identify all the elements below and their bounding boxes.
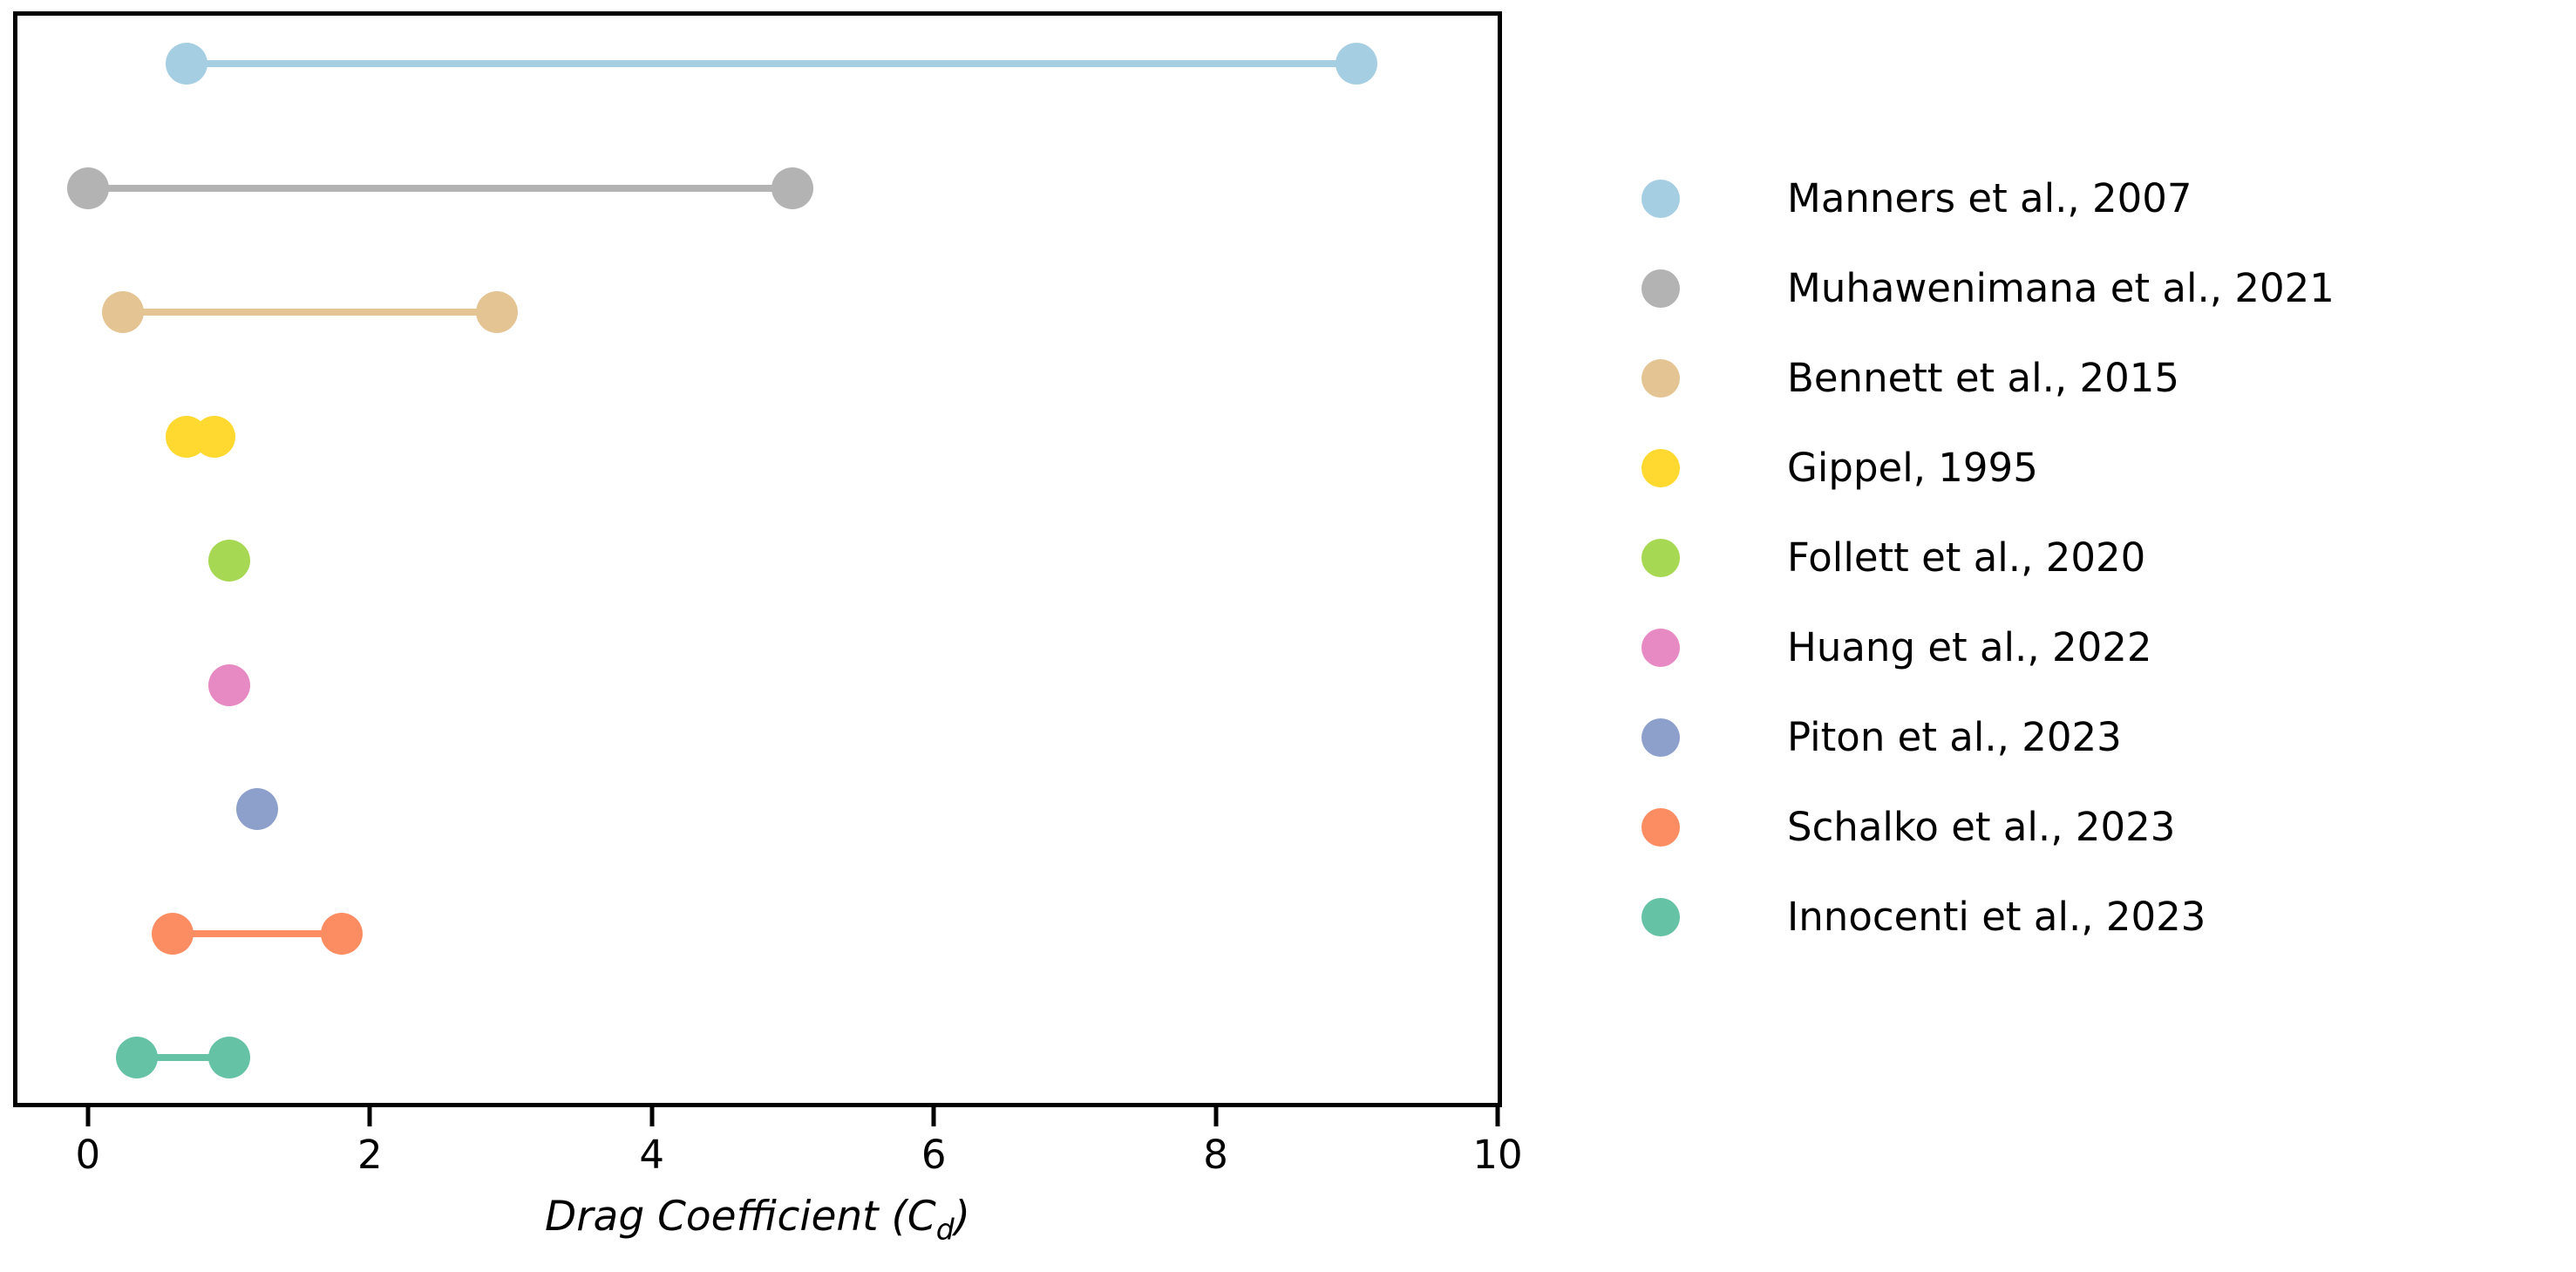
legend-marker-dot <box>1641 179 1680 218</box>
legend-marker-dot <box>1641 448 1680 487</box>
legend-item: Follett et al., 2020 <box>1641 513 2335 602</box>
legend-item: Bennett et al., 2015 <box>1641 333 2335 423</box>
x-tick-mark <box>1495 1107 1500 1126</box>
x-tick-label: 2 <box>357 1132 383 1178</box>
x-tick-mark <box>649 1107 655 1126</box>
x-tick-label: 8 <box>1203 1132 1228 1178</box>
data-point <box>475 291 518 333</box>
legend-label: Schalko et al., 2023 <box>1787 804 2176 850</box>
legend-label: Gippel, 1995 <box>1787 445 2038 491</box>
x-axis: 0 2 4 6 8 10 <box>17 1107 1523 1247</box>
dumbbell-line <box>87 184 793 192</box>
data-point <box>771 167 814 209</box>
legend-label: Piton et al., 2023 <box>1787 714 2122 760</box>
x-tick-mark <box>85 1107 91 1126</box>
legend-label: Follett et al., 2020 <box>1787 534 2146 581</box>
legend-item: Schalko et al., 2023 <box>1641 782 2335 872</box>
legend-marker-dot <box>1641 718 1680 757</box>
data-point <box>207 540 250 582</box>
x-axis-label-suffix: ) <box>954 1193 970 1241</box>
legend-item: Piton et al., 2023 <box>1641 692 2335 782</box>
data-point <box>207 1037 250 1078</box>
legend-marker-dot <box>1641 897 1680 936</box>
x-axis-label-text: Drag Coefficient (C <box>545 1193 936 1241</box>
legend-label: Innocenti et al., 2023 <box>1787 894 2206 940</box>
data-point <box>166 43 208 85</box>
x-tick-label: 4 <box>639 1132 665 1178</box>
x-axis-label-subscript: d <box>935 1212 955 1247</box>
legend-label: Manners et al., 2007 <box>1787 175 2192 221</box>
legend: Manners et al., 2007 Muhawenimana et al.,… <box>1641 153 2335 962</box>
x-tick-mark <box>367 1107 372 1126</box>
x-tick-mark <box>1213 1107 1219 1126</box>
dumbbell-line <box>172 929 342 937</box>
legend-marker-dot <box>1641 807 1680 847</box>
dumbbell-line <box>123 309 497 316</box>
x-tick-label: 0 <box>75 1132 101 1178</box>
dumbbell-line <box>187 60 1357 67</box>
dumbbell-layer <box>17 16 1498 1103</box>
plot-area <box>13 11 1502 1107</box>
data-point <box>320 912 363 955</box>
data-point <box>207 663 250 706</box>
data-point <box>102 291 145 333</box>
legend-label: Muhawenimana et al., 2021 <box>1787 265 2335 311</box>
legend-item: Manners et al., 2007 <box>1641 153 2335 243</box>
legend-item: Innocenti et al., 2023 <box>1641 872 2335 962</box>
dumbbell-line <box>137 1054 229 1061</box>
legend-marker-dot <box>1641 628 1680 667</box>
legend-marker-dot <box>1641 269 1680 308</box>
legend-marker-dot <box>1641 358 1680 398</box>
x-tick-label: 10 <box>1472 1132 1523 1178</box>
legend-item: Gippel, 1995 <box>1641 423 2335 513</box>
x-axis-label: Drag Coefficient (Cd) <box>17 1193 1498 1243</box>
legend-item: Muhawenimana et al., 2021 <box>1641 243 2335 333</box>
legend-label: Bennett et al., 2015 <box>1787 355 2180 401</box>
legend-item: Huang et al., 2022 <box>1641 602 2335 692</box>
data-point <box>151 912 194 955</box>
data-point <box>66 167 109 209</box>
data-point <box>116 1037 159 1078</box>
data-point <box>235 788 278 830</box>
data-point <box>194 415 236 458</box>
x-tick-mark <box>931 1107 936 1126</box>
x-tick-label: 6 <box>921 1132 947 1178</box>
legend-marker-dot <box>1641 538 1680 577</box>
data-point <box>1336 43 1378 85</box>
legend-label: Huang et al., 2022 <box>1787 624 2152 670</box>
